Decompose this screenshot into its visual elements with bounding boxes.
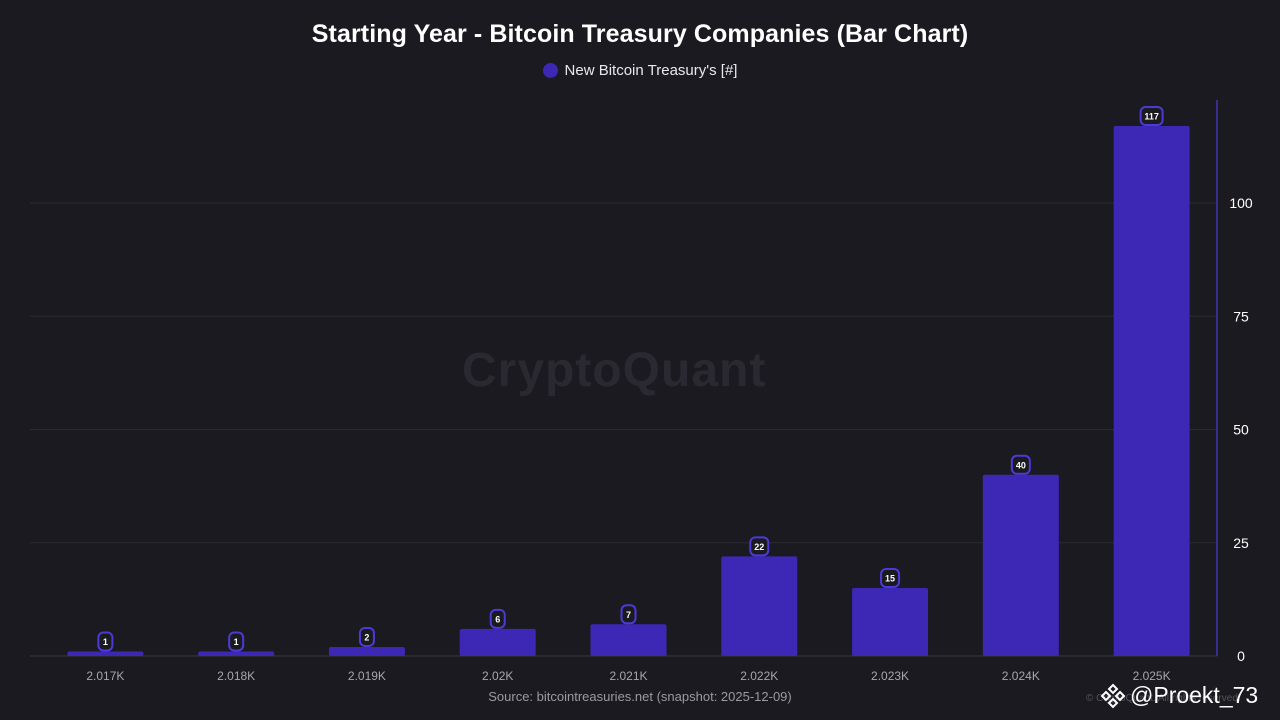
data-label-box bbox=[97, 631, 114, 652]
x-tick-label: 2.022K bbox=[740, 669, 778, 683]
data-label-box bbox=[1010, 454, 1031, 475]
author-handle: @Proekt_73 bbox=[1100, 682, 1258, 709]
data-label: 15 bbox=[885, 574, 895, 584]
legend[interactable]: New Bitcoin Treasury's [#] bbox=[0, 62, 1280, 79]
bar bbox=[1113, 125, 1190, 657]
x-tick-label: 2.018K bbox=[217, 669, 255, 683]
x-tick-label: 2.019K bbox=[348, 669, 386, 683]
x-tick-label: 2.02K bbox=[482, 669, 513, 683]
data-label: 7 bbox=[626, 610, 631, 620]
bar bbox=[198, 651, 275, 656]
bar bbox=[67, 651, 144, 656]
diamond-logo-icon bbox=[1100, 683, 1126, 708]
data-label-box bbox=[228, 631, 245, 652]
chart-title: Starting Year - Bitcoin Treasury Compani… bbox=[311, 20, 969, 48]
data-label: 6 bbox=[495, 614, 500, 624]
data-label-box bbox=[749, 536, 770, 557]
copyright-note: © CryptoQuant. All rights reserved. bbox=[1086, 693, 1241, 704]
bar bbox=[590, 624, 667, 656]
data-label: 1 bbox=[103, 637, 108, 647]
data-label: 22 bbox=[754, 542, 764, 552]
data-label-box bbox=[358, 626, 375, 647]
y-tick-label: 50 bbox=[1233, 422, 1249, 438]
handle-text: @Proekt_73 bbox=[1130, 682, 1259, 708]
y-tick-label: 100 bbox=[1229, 195, 1253, 211]
data-label: 1 bbox=[234, 637, 239, 647]
data-label-box bbox=[620, 604, 637, 625]
y-tick-label: 75 bbox=[1233, 308, 1249, 324]
x-tick-label: 2.017K bbox=[86, 669, 124, 683]
data-label-box bbox=[880, 568, 901, 589]
legend-label: New Bitcoin Treasury's [#] bbox=[564, 62, 738, 79]
data-label-box bbox=[489, 608, 506, 629]
x-tick-label: 2.025K bbox=[1133, 669, 1171, 683]
watermark: CryptoQuant bbox=[462, 344, 767, 397]
data-label: 2 bbox=[364, 632, 369, 642]
legend-marker bbox=[542, 63, 558, 78]
bar bbox=[328, 646, 405, 656]
bar bbox=[852, 588, 929, 656]
source-note: Source: bitcointreasuries.net (snapshot:… bbox=[488, 689, 792, 704]
y-tick-label: 0 bbox=[1237, 648, 1245, 664]
data-label: 117 bbox=[1144, 111, 1159, 121]
x-tick-label: 2.021K bbox=[609, 669, 647, 683]
bar bbox=[459, 628, 536, 656]
x-tick-label: 2.024K bbox=[1002, 669, 1040, 683]
x-tick-label: 2.023K bbox=[871, 669, 909, 683]
bar bbox=[982, 474, 1059, 656]
data-label-box bbox=[1139, 105, 1164, 126]
bar bbox=[721, 556, 798, 656]
y-tick-label: 25 bbox=[1233, 535, 1249, 551]
data-label: 40 bbox=[1016, 460, 1026, 470]
